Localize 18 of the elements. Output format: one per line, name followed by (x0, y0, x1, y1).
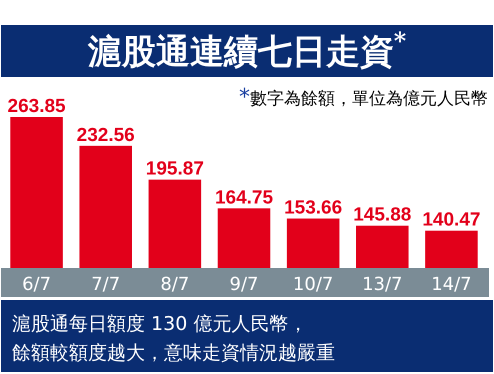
x-tick-label: 10/7 (292, 274, 334, 295)
text: 餘額較額度越大，意味走資情況越嚴重 (12, 342, 335, 364)
data-label: 232.56 (76, 124, 135, 146)
x-tick-label: 13/7 (362, 274, 402, 295)
data-label: 140.47 (422, 210, 480, 231)
data-label: 195.87 (146, 158, 204, 180)
data-label: 153.66 (284, 198, 342, 219)
data-label: 164.75 (214, 187, 274, 208)
x-tick-label: 9/7 (230, 274, 258, 295)
text: 滬股通每日額度 130 億元人民幣， (12, 313, 308, 335)
chart-title: 滬股通連續七日走資$^{*}$ (86, 27, 406, 72)
chart-subtitle: *數字為餘額，單位為億元人民幣 (239, 85, 488, 110)
x-tick-label: 6/7 (22, 274, 52, 295)
x-tick-label: 8/7 (160, 274, 190, 295)
data-label: 263.85 (8, 96, 66, 117)
x-tick-label: 7/7 (91, 274, 120, 295)
x-tick-label: 14/7 (431, 274, 472, 295)
data-label: 145.88 (353, 204, 412, 226)
